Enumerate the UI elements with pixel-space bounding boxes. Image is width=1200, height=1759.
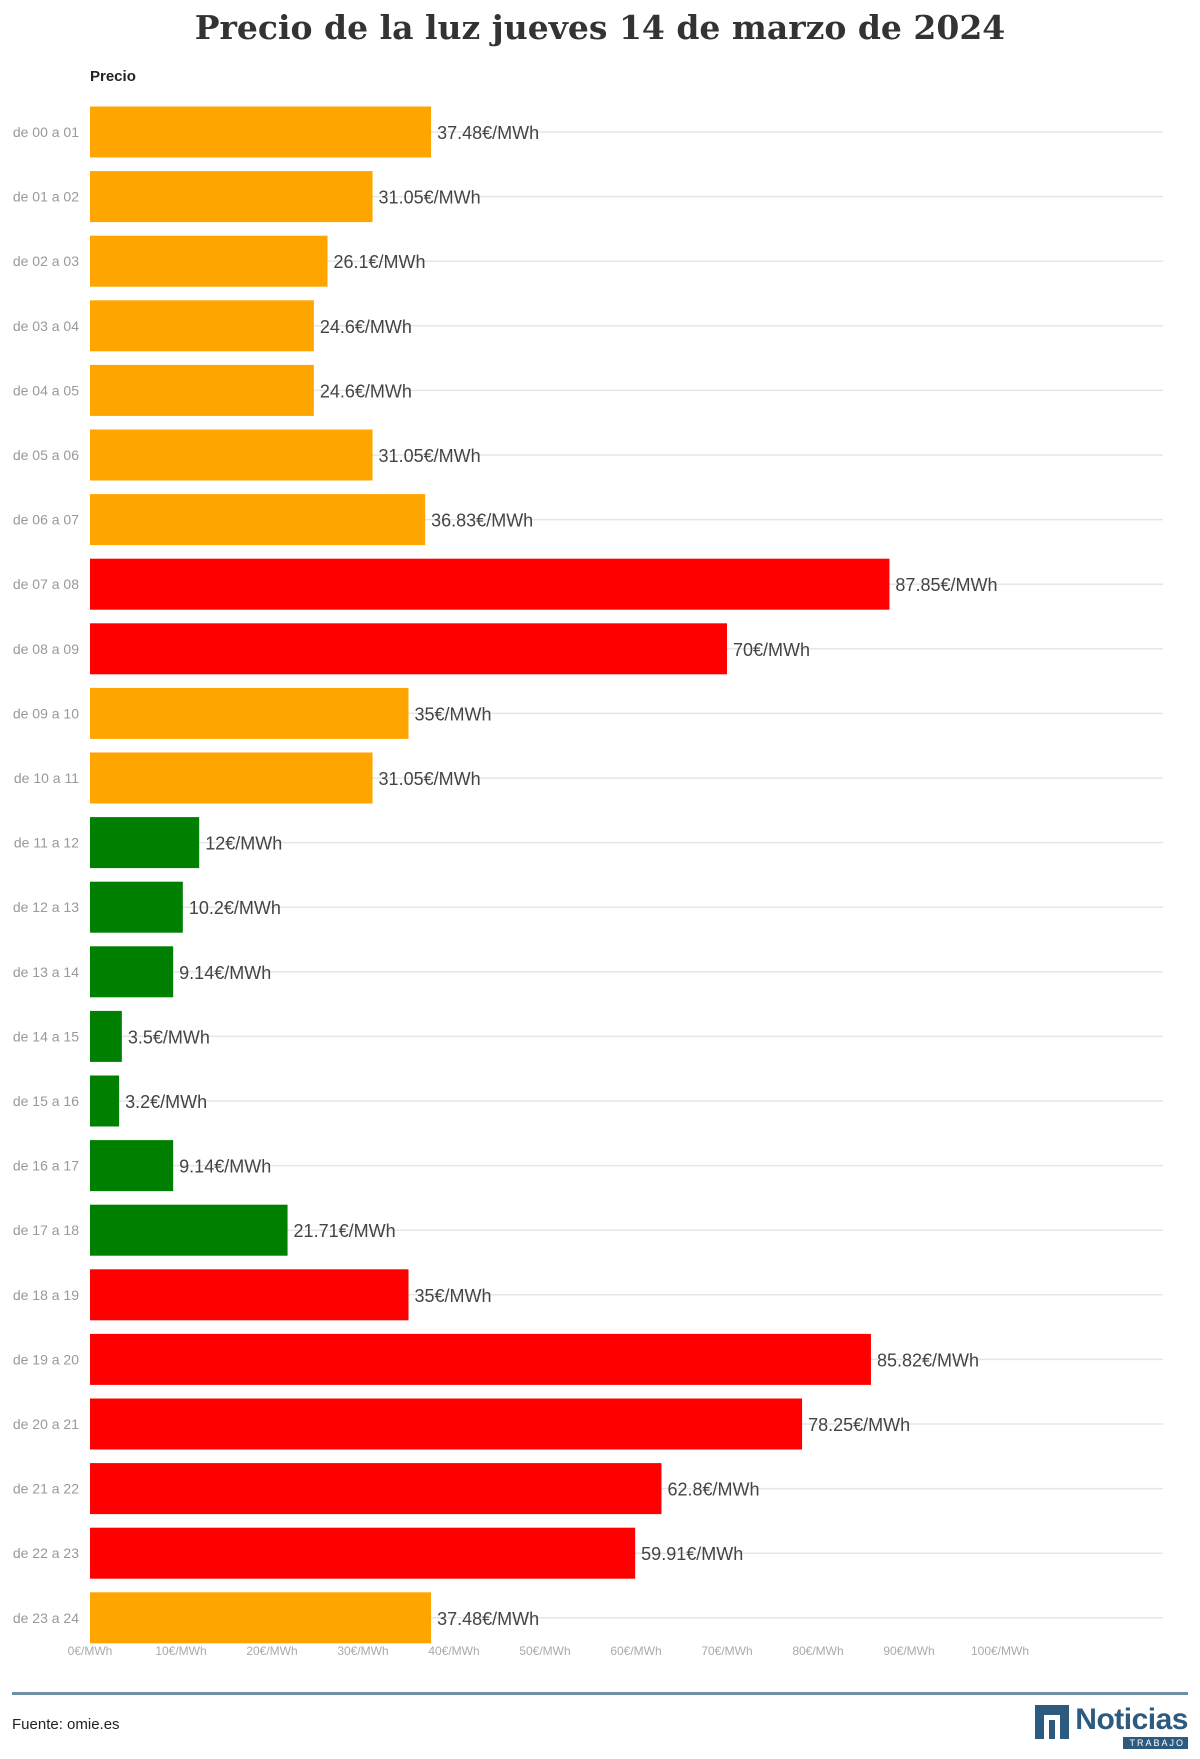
bar — [90, 752, 373, 804]
category-label: de 01 a 02 — [13, 189, 79, 205]
x-tick-label: 100€/MWh — [971, 1644, 1029, 1658]
x-tick-label: 90€/MWh — [883, 1644, 934, 1658]
category-label: de 18 a 19 — [13, 1287, 79, 1303]
x-tick-label: 40€/MWh — [428, 1644, 479, 1658]
bar — [90, 1333, 871, 1385]
data-label: 3.2€/MWh — [125, 1092, 207, 1112]
bar — [90, 1592, 432, 1644]
bar — [90, 171, 373, 223]
data-label: 24.6€/MWh — [320, 381, 412, 401]
data-label: 21.71€/MWh — [294, 1221, 396, 1241]
data-label: 36.83€/MWh — [431, 511, 533, 531]
bar — [90, 106, 432, 158]
x-tick-label: 20€/MWh — [246, 1644, 297, 1658]
category-label: de 06 a 07 — [13, 512, 79, 528]
bar — [90, 1463, 662, 1515]
bar — [90, 946, 174, 998]
brand-logo: Noticias TRABAJO — [1035, 1705, 1188, 1749]
category-label: de 15 a 16 — [13, 1093, 79, 1109]
data-label: 31.05€/MWh — [379, 769, 481, 789]
data-label: 59.91€/MWh — [641, 1544, 743, 1564]
logo-subtitle: TRABAJO — [1123, 1737, 1188, 1749]
bar — [90, 300, 314, 352]
data-label: 10.2€/MWh — [189, 898, 281, 918]
chart-title: Precio de la luz jueves 14 de marzo de 2… — [194, 8, 1006, 47]
data-label: 37.48€/MWh — [437, 1609, 539, 1629]
data-label: 31.05€/MWh — [379, 188, 481, 208]
category-label: de 17 a 18 — [13, 1222, 79, 1238]
data-label: 70€/MWh — [733, 640, 810, 660]
footer-divider — [12, 1692, 1188, 1695]
bar — [90, 817, 200, 869]
data-label: 3.5€/MWh — [128, 1027, 210, 1047]
x-tick-label: 80€/MWh — [792, 1644, 843, 1658]
data-label: 37.48€/MWh — [437, 123, 539, 143]
x-tick-label: 30€/MWh — [337, 1644, 388, 1658]
bar — [90, 235, 328, 287]
x-tick-label: 70€/MWh — [701, 1644, 752, 1658]
bar — [90, 687, 409, 739]
bar — [90, 1527, 636, 1579]
x-tick-label: 0€/MWh — [68, 1644, 113, 1658]
category-label: de 08 a 09 — [13, 641, 79, 657]
category-label: de 11 a 12 — [14, 835, 79, 851]
bar — [90, 558, 890, 610]
data-label: 87.85€/MWh — [895, 575, 997, 595]
bar — [90, 1140, 174, 1192]
noticias-trabajo-logo-icon — [1035, 1705, 1070, 1739]
bar-chart: de 00 a 01 37.48€/MWh de 01 a 02 31.05€/MWh… — [13, 106, 1163, 1658]
data-label: 62.8€/MWh — [667, 1480, 759, 1500]
bar — [90, 1204, 288, 1256]
series-label: Precio — [90, 68, 136, 85]
data-label: 31.05€/MWh — [379, 446, 481, 466]
data-label: 26.1€/MWh — [334, 252, 426, 272]
data-label: 85.82€/MWh — [877, 1350, 979, 1370]
data-label: 35€/MWh — [415, 704, 492, 724]
data-label: 12€/MWh — [205, 834, 282, 854]
bar — [90, 1075, 120, 1127]
category-label: de 19 a 20 — [13, 1351, 79, 1367]
bar — [90, 429, 373, 481]
category-label: de 14 a 15 — [13, 1028, 79, 1044]
category-label: de 13 a 14 — [13, 964, 79, 980]
logo-name: Noticias — [1075, 1703, 1188, 1736]
data-label: 9.14€/MWh — [179, 963, 271, 983]
bar — [90, 1269, 409, 1321]
data-label: 35€/MWh — [415, 1286, 492, 1306]
bar — [90, 623, 727, 675]
data-label: 24.6€/MWh — [320, 317, 412, 337]
x-tick-label: 50€/MWh — [519, 1644, 570, 1658]
source-note: Fuente: omie.es — [12, 1716, 120, 1733]
category-label: de 10 a 11 — [14, 770, 79, 786]
category-label: de 16 a 17 — [13, 1158, 79, 1174]
category-label: de 21 a 22 — [13, 1481, 79, 1497]
category-label: de 02 a 03 — [13, 253, 79, 269]
category-label: de 04 a 05 — [13, 382, 79, 398]
data-label: 78.25€/MWh — [808, 1415, 910, 1435]
bar — [90, 1398, 803, 1450]
category-label: de 09 a 10 — [13, 705, 79, 721]
bar — [90, 494, 426, 546]
category-label: de 20 a 21 — [13, 1416, 79, 1432]
category-label: de 12 a 13 — [13, 899, 79, 915]
category-label: de 22 a 23 — [13, 1545, 79, 1561]
data-label: 9.14€/MWh — [179, 1157, 271, 1177]
bar — [90, 364, 314, 416]
category-label: de 23 a 24 — [13, 1610, 79, 1626]
category-label: de 03 a 04 — [13, 318, 79, 334]
x-tick-label: 60€/MWh — [610, 1644, 661, 1658]
x-tick-label: 10€/MWh — [155, 1644, 206, 1658]
category-label: de 07 a 08 — [13, 576, 79, 592]
category-label: de 00 a 01 — [13, 124, 79, 140]
bar — [90, 881, 183, 933]
category-label: de 05 a 06 — [13, 447, 79, 463]
bar — [90, 1010, 122, 1062]
